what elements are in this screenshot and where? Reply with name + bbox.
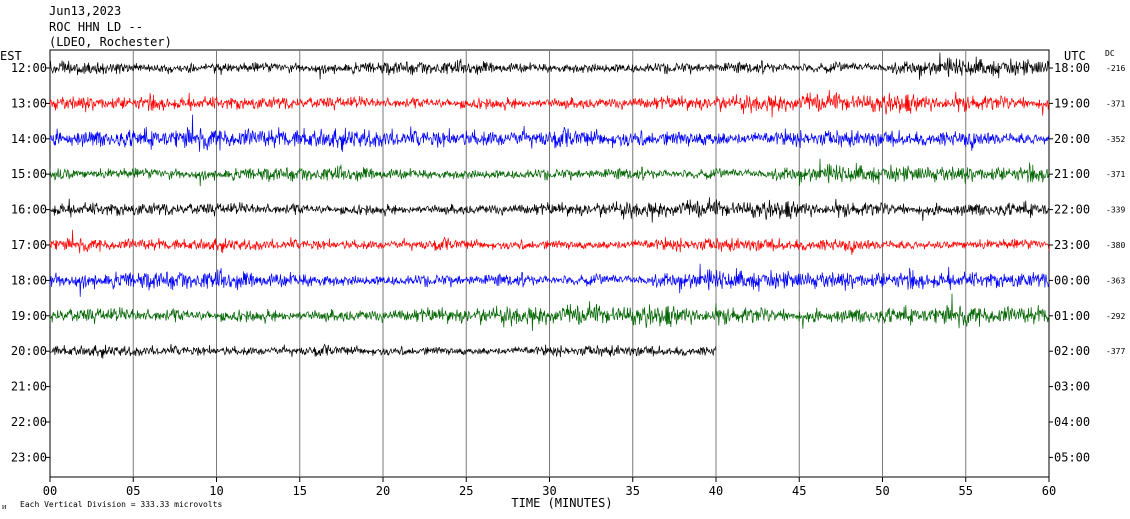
est-axis-label: EST <box>0 49 22 63</box>
trace-1800 <box>49 263 1050 297</box>
dc-values: -216 -371 -352 -371 -339 -380 -363 -292 -377 <box>1106 64 1125 356</box>
trace-1400 <box>49 114 1050 152</box>
est-row-label-11: 23:00 <box>11 450 47 464</box>
utc-row-label-7: 01:00 <box>1054 309 1090 323</box>
utc-row-label-6: 00:00 <box>1054 273 1090 287</box>
x-tick-label-15: 15 <box>293 484 307 498</box>
dc-value-7: -292 <box>1106 312 1125 321</box>
utc-row-label-10: 04:00 <box>1054 415 1090 429</box>
x-tick-label-60: 60 <box>1042 484 1056 498</box>
est-row-label-10: 22:00 <box>11 415 47 429</box>
est-row-label-0: 12:00 <box>11 61 47 75</box>
x-tick-label-35: 35 <box>626 484 640 498</box>
est-row-label-1: 13:00 <box>11 96 47 110</box>
dc-value-0: -216 <box>1106 64 1125 73</box>
x-tick-label-45: 45 <box>792 484 806 498</box>
scale-note: Each Vertical Division = 333.33 microvol… <box>20 500 222 509</box>
dc-label: DC <box>1105 49 1115 58</box>
est-row-label-2: 14:00 <box>11 132 47 146</box>
utc-row-label-4: 22:00 <box>1054 203 1090 217</box>
dc-value-4: -339 <box>1106 206 1125 215</box>
header-station: ROC HHN LD -- <box>49 20 143 34</box>
dc-value-8: -377 <box>1106 347 1125 356</box>
logo-mark: ᴎ <box>2 502 7 511</box>
trace-1900 <box>49 293 1050 332</box>
est-row-label-3: 15:00 <box>11 167 47 181</box>
trace-1200 <box>49 52 1050 80</box>
dc-value-2: -352 <box>1106 135 1125 144</box>
trace-1700 <box>49 229 1050 255</box>
est-row-label-5: 17:00 <box>11 238 47 252</box>
x-tick-label-05: 05 <box>126 484 140 498</box>
utc-row-labels: 18:00 19:00 20:00 21:00 22:00 23:00 00:00 01:00… <box>1049 61 1090 464</box>
x-tick-label-25: 25 <box>459 484 473 498</box>
est-row-label-7: 19:00 <box>11 309 47 323</box>
trace-2000 <box>49 343 716 359</box>
dc-value-1: -371 <box>1106 99 1125 108</box>
utc-row-label-1: 19:00 <box>1054 96 1090 110</box>
x-tick-label-00: 00 <box>43 484 57 498</box>
utc-axis-label: UTC <box>1064 49 1086 63</box>
header-network: (LDEO, Rochester) <box>49 35 172 49</box>
utc-row-label-11: 05:00 <box>1054 450 1090 464</box>
est-row-label-6: 18:00 <box>11 273 47 287</box>
trace-1500 <box>49 158 1050 187</box>
utc-row-label-3: 21:00 <box>1054 167 1090 181</box>
x-tick-label-40: 40 <box>709 484 723 498</box>
x-axis-ticks: 00 05 10 15 20 25 30 35 40 45 50 55 60 <box>43 477 1056 498</box>
x-tick-label-55: 55 <box>959 484 973 498</box>
trace-1300 <box>49 89 1050 118</box>
est-row-labels: 12:00 13:00 14:00 15:00 16:00 17:00 18:00 19:00… <box>11 61 50 464</box>
est-row-label-8: 20:00 <box>11 344 47 358</box>
header-date: Jun13,2023 <box>49 4 121 18</box>
utc-row-label-2: 20:00 <box>1054 132 1090 146</box>
x-tick-label-20: 20 <box>376 484 390 498</box>
seismic-traces <box>49 52 1050 359</box>
utc-row-label-9: 03:00 <box>1054 380 1090 394</box>
trace-1600 <box>49 197 1049 223</box>
x-tick-label-30: 30 <box>542 484 556 498</box>
x-tick-label-50: 50 <box>875 484 889 498</box>
dc-value-5: -380 <box>1106 241 1125 250</box>
x-tick-label-10: 10 <box>209 484 223 498</box>
x-axis-title: TIME (MINUTES) <box>511 496 612 510</box>
utc-row-label-5: 23:00 <box>1054 238 1090 252</box>
utc-row-label-0: 18:00 <box>1054 61 1090 75</box>
dc-value-6: -363 <box>1106 276 1125 285</box>
dc-value-3: -371 <box>1106 170 1125 179</box>
est-row-label-9: 21:00 <box>11 380 47 394</box>
est-row-label-4: 16:00 <box>11 203 47 217</box>
grid-lines <box>132 50 967 477</box>
utc-row-label-8: 02:00 <box>1054 344 1090 358</box>
